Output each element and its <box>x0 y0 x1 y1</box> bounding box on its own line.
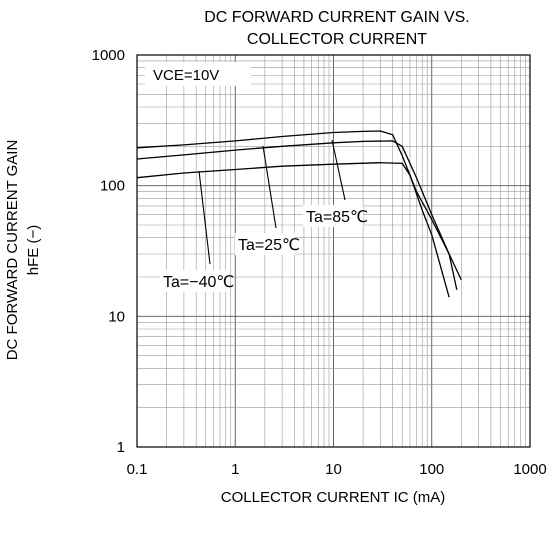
x-tick-label: 10 <box>325 461 342 478</box>
series-line-2 <box>136 162 450 298</box>
condition-label: VCE=10V <box>145 62 251 86</box>
condition-label-text: VCE=10V <box>153 67 219 84</box>
series-label-2: Ta=−40℃ <box>160 170 234 292</box>
series-lines <box>136 130 462 298</box>
series-line-1 <box>136 140 458 290</box>
y-tick-label: 10 <box>108 308 125 325</box>
series-leader-line <box>262 145 277 229</box>
series-line-0 <box>136 130 462 281</box>
series-labels: VCE=10V Ta=85℃ Ta=25℃ Ta=−40℃ <box>145 62 368 292</box>
x-tick-label: 1000 <box>513 461 546 478</box>
series-label-1: Ta=25℃ <box>235 145 300 255</box>
x-tick-label: 1 <box>231 461 239 478</box>
y-axis-label-line-1: DC FORWARD CURRENT GAIN <box>4 140 21 361</box>
x-tick-label: 0.1 <box>127 461 148 478</box>
grid <box>136 55 530 448</box>
series-leader-line <box>198 170 211 265</box>
chart-title-line-1: DC FORWARD CURRENT GAIN VS. <box>204 9 470 26</box>
x-tick-label: 100 <box>419 461 444 478</box>
y-tick-label: 1 <box>117 439 125 456</box>
series-label-text: Ta=85℃ <box>306 209 368 226</box>
y-axis-label-line-2: hFE (−) <box>25 225 42 275</box>
chart-title-line-2: COLLECTOR CURRENT <box>247 31 427 48</box>
series-label-text: Ta=25℃ <box>238 237 300 254</box>
plot-frame <box>136 54 531 448</box>
series-leader-line <box>331 139 346 201</box>
y-tick-label: 1000 <box>92 47 125 64</box>
y-tick-label: 100 <box>100 178 125 195</box>
series-label-0: Ta=85℃ <box>303 139 368 227</box>
series-label-text: Ta=−40℃ <box>163 274 234 291</box>
x-axis-label: COLLECTOR CURRENT IC (mA) <box>221 489 445 506</box>
